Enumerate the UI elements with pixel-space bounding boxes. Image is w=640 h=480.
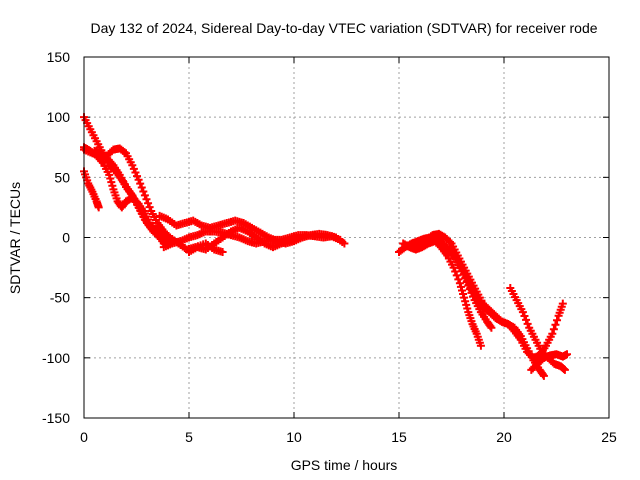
data-point <box>548 329 557 338</box>
data-point <box>549 325 558 334</box>
x-tick-label: 25 <box>601 429 617 445</box>
series-track-12 <box>447 243 567 362</box>
data-point <box>558 299 567 308</box>
data-point <box>218 247 227 256</box>
data-point <box>520 312 529 321</box>
plot-frame <box>83 56 610 419</box>
data-point <box>454 275 463 284</box>
data-point <box>553 316 562 325</box>
chart-title: Day 132 of 2024, Sidereal Day-to-day VTE… <box>90 20 597 36</box>
data-point <box>120 148 129 157</box>
y-tick-label: 0 <box>62 230 70 246</box>
series-track-8 <box>185 223 303 256</box>
data-point <box>336 235 345 244</box>
data-point <box>487 323 496 332</box>
x-tick-label: 20 <box>496 429 512 445</box>
data-point <box>551 320 560 329</box>
data-point <box>136 179 145 188</box>
data-point <box>539 371 548 380</box>
data-point <box>538 370 547 379</box>
data-point <box>452 271 461 280</box>
y-axis-label: SDTVAR / TECUs <box>7 182 23 294</box>
x-tick-label: 10 <box>286 429 302 445</box>
data-point <box>518 308 527 317</box>
data-point <box>486 322 495 331</box>
data-point <box>449 263 458 272</box>
data-point <box>340 239 349 248</box>
data-point <box>294 233 303 242</box>
data-point <box>140 191 149 200</box>
data-point <box>560 365 569 374</box>
data-point <box>523 319 532 328</box>
x-tick-label: 5 <box>185 429 193 445</box>
series-track-5 <box>90 146 168 248</box>
data-point <box>522 315 531 324</box>
y-tick-label: 150 <box>47 49 71 65</box>
data-point <box>451 267 460 276</box>
x-tick-label: 0 <box>80 429 88 445</box>
data-point <box>145 203 154 212</box>
series-track-10 <box>399 237 485 350</box>
y-tick-labels: -150 -100 -50 0 50 100 150 <box>42 49 70 426</box>
x-tick-label: 15 <box>391 429 407 445</box>
data-point <box>94 203 103 212</box>
y-tick-label: -50 <box>50 290 70 306</box>
x-axis-label: GPS time / hours <box>291 457 398 473</box>
data-point <box>139 187 148 196</box>
data-point <box>476 341 485 350</box>
data-point <box>134 175 143 184</box>
data-point <box>144 199 153 208</box>
data-point <box>445 238 454 247</box>
x-tick-labels: 0 5 10 15 20 25 <box>80 429 617 445</box>
data-point <box>137 183 146 192</box>
series-track-14 <box>527 350 571 374</box>
data-point <box>563 350 571 359</box>
y-tick-label: -100 <box>42 350 70 366</box>
y-tick-label: -150 <box>42 410 70 426</box>
y-tick-label: 50 <box>54 169 70 185</box>
data-point <box>142 195 151 204</box>
y-tick-label: 100 <box>47 109 71 125</box>
